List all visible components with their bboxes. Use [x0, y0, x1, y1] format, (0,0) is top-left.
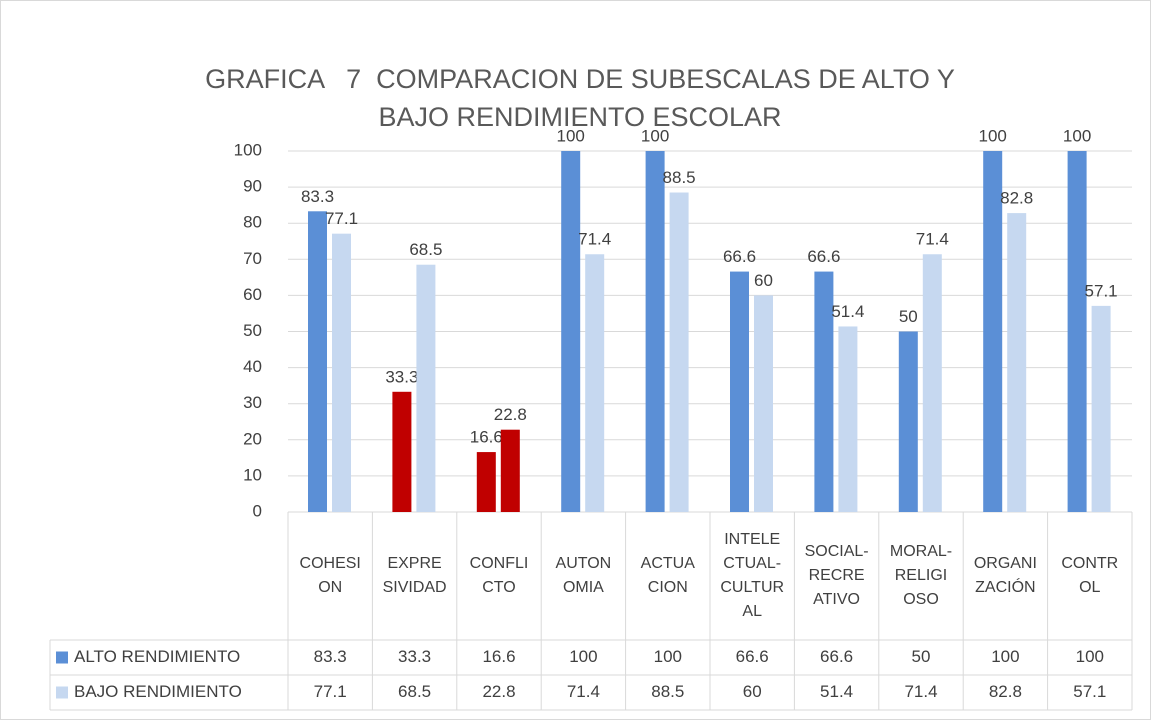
x-tick-label: ACTUACION [640, 555, 695, 596]
y-tick-label: 80 [243, 213, 262, 232]
x-tick-label: CONFLICTO [469, 555, 529, 596]
data-label: 82.8 [1000, 189, 1033, 208]
chart-title: GRAFICA 7 COMPARACION DE SUBESCALAS DE A… [205, 64, 963, 132]
bar [645, 151, 665, 512]
data-label: 33.3 [385, 367, 418, 386]
data-label: 100 [641, 126, 669, 145]
legend-label: BAJO RENDIMIENTO [74, 682, 242, 701]
bar [754, 295, 773, 512]
table-value: 100 [654, 647, 682, 666]
table-value: 22.8 [482, 682, 515, 701]
table-value: 71.4 [567, 682, 600, 701]
data-label: 60 [754, 271, 773, 290]
bar [983, 151, 1003, 512]
data-label: 57.1 [1085, 281, 1118, 300]
x-tick-label: AUTONOMIA [555, 555, 612, 596]
bar [500, 429, 520, 512]
bar [308, 211, 327, 513]
table-value: 66.6 [736, 647, 769, 666]
y-tick-label: 70 [243, 249, 262, 268]
x-tick-label: COHESION [299, 555, 361, 596]
bar [332, 233, 351, 512]
bar [1091, 305, 1111, 512]
bar [814, 271, 834, 512]
table-value: 100 [569, 647, 597, 666]
y-tick-label: 0 [253, 501, 262, 520]
table-value: 100 [991, 647, 1019, 666]
data-label: 50 [899, 307, 918, 326]
table-value: 51.4 [820, 682, 853, 701]
data-label: 71.4 [916, 230, 949, 249]
legend-swatch [56, 651, 68, 664]
data-label: 100 [979, 126, 1007, 145]
table-value: 57.1 [1073, 682, 1106, 701]
bar [1007, 213, 1027, 513]
y-tick-label: 90 [243, 177, 262, 196]
data-label: 100 [557, 126, 585, 145]
table-value: 77.1 [314, 682, 347, 701]
bar [730, 271, 749, 512]
x-tick-label: CONTROL [1061, 555, 1119, 596]
bar [585, 254, 605, 512]
table-value: 83.3 [314, 647, 347, 666]
data-label: 71.4 [578, 230, 611, 249]
y-tick-label: 30 [243, 393, 262, 412]
table-value: 71.4 [904, 682, 937, 701]
table-value: 33.3 [398, 647, 431, 666]
bar [476, 452, 496, 512]
bar [898, 331, 918, 512]
table-value: 68.5 [398, 682, 431, 701]
x-tick-label: INTELECTUAL-CULTURAL [720, 531, 785, 620]
bar [392, 391, 412, 512]
table-value: 88.5 [651, 682, 684, 701]
data-label: 66.6 [723, 247, 756, 266]
table-value: 16.6 [482, 647, 515, 666]
table-value: 100 [1076, 647, 1104, 666]
data-label: 51.4 [831, 302, 864, 321]
x-tick-label: SOCIAL-RECREATIVO [804, 543, 869, 608]
table-value: 66.6 [820, 647, 853, 666]
bar [416, 264, 436, 512]
data-label: 16.6 [470, 428, 503, 447]
table-value: 50 [912, 647, 931, 666]
x-tick-label: ORGANIZACIÓN [973, 555, 1037, 596]
data-label: 88.5 [663, 168, 696, 187]
y-tick-label: 50 [243, 321, 262, 340]
data-label: 22.8 [494, 405, 527, 424]
y-tick-label: 10 [243, 465, 262, 484]
y-tick-label: 60 [243, 285, 262, 304]
data-label: 83.3 [301, 187, 334, 206]
table-value: 60 [743, 682, 762, 701]
data-label: 68.5 [409, 240, 442, 259]
bar [669, 192, 689, 512]
legend-swatch [56, 686, 68, 699]
x-tick-label: EXPRESIVIDAD [382, 555, 447, 596]
y-tick-label: 40 [243, 357, 262, 376]
legend-label: ALTO RENDIMIENTO [74, 647, 240, 666]
bar [561, 151, 581, 512]
data-label: 77.1 [325, 209, 358, 228]
y-tick-label: 100 [234, 140, 262, 159]
bar [922, 254, 942, 512]
data-label: 100 [1063, 126, 1091, 145]
y-tick-label: 20 [243, 429, 262, 448]
bar [1067, 151, 1087, 512]
bar [838, 326, 858, 512]
table-value: 82.8 [989, 682, 1022, 701]
data-label: 66.6 [807, 247, 840, 266]
x-tick-label: MORAL-RELIGIOSO [889, 543, 953, 608]
